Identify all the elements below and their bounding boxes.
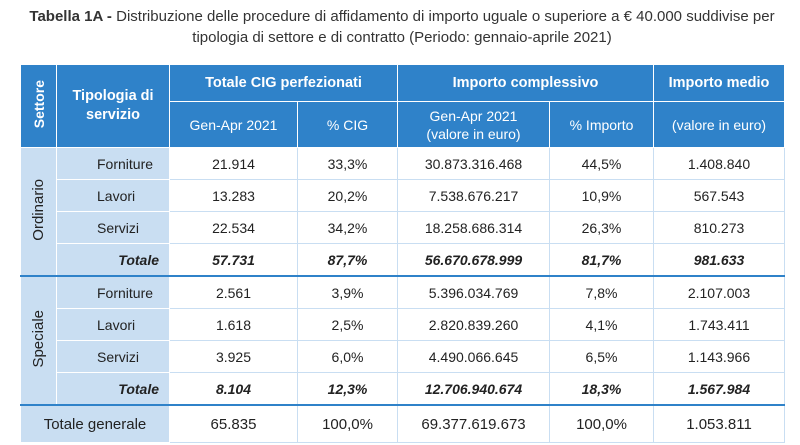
- cell-importo-pct: 7,8%: [549, 275, 654, 309]
- table-row: Lavori 1.618 2,5% 2.820.839.260 4,1% 1.7…: [21, 308, 785, 341]
- caption-label: Tabella 1A -: [29, 8, 117, 25]
- cell-medio: 2.107.003: [653, 275, 785, 309]
- cell-cig: 2.561: [169, 275, 298, 309]
- row-label: Forniture: [56, 147, 170, 180]
- caption-text: Distribuzione delle procedure di affidam…: [116, 8, 775, 46]
- row-label: Forniture: [56, 275, 170, 309]
- cell-cig-pct: 87,7%: [297, 243, 398, 277]
- cell-importo: 12.706.940.674: [397, 372, 550, 406]
- table-row: Servizi 22.534 34,2% 18.258.686.314 26,3…: [21, 211, 785, 244]
- cell-cig: 21.914: [169, 147, 298, 180]
- cell-cig-pct: 100,0%: [297, 404, 398, 443]
- table-caption: Tabella 1A - Distribuzione delle procedu…: [12, 6, 792, 48]
- group-label-ordinario: Ordinario: [20, 147, 57, 277]
- cell-medio: 1.567.984: [653, 372, 785, 406]
- table-row: Servizi 3.925 6,0% 4.490.066.645 6,5% 1.…: [21, 340, 785, 373]
- cell-medio: 567.543: [653, 179, 785, 212]
- cell-medio: 1.408.840: [653, 147, 785, 180]
- cell-cig-pct: 6,0%: [297, 340, 398, 373]
- cell-medio: 1.143.966: [653, 340, 785, 373]
- table-row: Lavori 13.283 20,2% 7.538.676.217 10,9% …: [21, 179, 785, 212]
- cell-cig: 22.534: [169, 211, 298, 244]
- row-label: Servizi: [56, 211, 170, 244]
- table-row-grand-total: Totale generale 65.835 100,0% 69.377.619…: [20, 404, 785, 443]
- cell-importo-pct: 100,0%: [549, 404, 654, 443]
- cell-importo-pct: 26,3%: [549, 211, 654, 244]
- cell-cig: 3.925: [169, 340, 298, 373]
- cell-cig-pct: 3,9%: [297, 275, 398, 309]
- header-importo-group: Importo complessivo: [397, 64, 654, 102]
- cell-cig-pct: 34,2%: [297, 211, 398, 244]
- cell-importo: 7.538.676.217: [397, 179, 550, 212]
- cell-importo: 4.490.066.645: [397, 340, 550, 373]
- header-importo-period: Gen-Apr 2021 (valore in euro): [397, 101, 550, 148]
- cell-cig: 57.731: [169, 243, 298, 277]
- cell-importo: 56.670.678.999: [397, 243, 550, 277]
- cell-cig: 13.283: [169, 179, 298, 212]
- cell-importo-pct: 44,5%: [549, 147, 654, 180]
- header-medio-unit: (valore in euro): [653, 101, 785, 148]
- header-cig-group: Totale CIG perfezionati: [169, 64, 398, 102]
- header-medio-group: Importo medio: [653, 64, 785, 102]
- cell-medio: 810.273: [653, 211, 785, 244]
- cell-cig: 65.835: [169, 404, 298, 443]
- row-label-total: Totale: [56, 372, 170, 406]
- header-cig-period: Gen-Apr 2021: [169, 101, 298, 148]
- header-tipologia: Tipologia di servizio: [56, 64, 170, 148]
- cell-importo: 5.396.034.769: [397, 275, 550, 309]
- cell-importo-pct: 10,9%: [549, 179, 654, 212]
- header-cig-pct: % CIG: [297, 101, 398, 148]
- data-table: Settore Tipologia di servizio Totale CIG…: [20, 64, 785, 443]
- cell-cig-pct: 2,5%: [297, 308, 398, 341]
- table-row: Speciale Forniture 2.561 3,9% 5.396.034.…: [20, 275, 785, 406]
- cell-medio: 981.633: [653, 243, 785, 277]
- cell-cig-pct: 12,3%: [297, 372, 398, 406]
- table-row: Ordinario Forniture 21.914 33,3% 30.873.…: [20, 147, 785, 277]
- cell-cig-pct: 20,2%: [297, 179, 398, 212]
- cell-importo: 2.820.839.260: [397, 308, 550, 341]
- row-label: Servizi: [56, 340, 170, 373]
- cell-importo-pct: 18,3%: [549, 372, 654, 406]
- cell-cig-pct: 33,3%: [297, 147, 398, 180]
- table-row-total: Totale 8.104 12,3% 12.706.940.674 18,3% …: [21, 372, 785, 406]
- header-importo-pct: % Importo: [549, 101, 654, 148]
- group-label-speciale: Speciale: [20, 275, 57, 406]
- grand-total-label: Totale generale: [20, 404, 170, 443]
- cell-importo: 69.377.619.673: [397, 404, 550, 443]
- row-label-total: Totale: [56, 243, 170, 277]
- row-label: Lavori: [56, 179, 170, 212]
- row-label: Lavori: [56, 308, 170, 341]
- cell-cig: 1.618: [169, 308, 298, 341]
- cell-medio: 1.053.811: [653, 404, 785, 443]
- cell-importo-pct: 81,7%: [549, 243, 654, 277]
- cell-medio: 1.743.411: [653, 308, 785, 341]
- table-row-total: Totale 57.731 87,7% 56.670.678.999 81,7%…: [21, 243, 785, 277]
- cell-importo-pct: 4,1%: [549, 308, 654, 341]
- header-settore: Settore: [20, 64, 57, 148]
- cell-importo-pct: 6,5%: [549, 340, 654, 373]
- cell-importo: 18.258.686.314: [397, 211, 550, 244]
- cell-importo: 30.873.316.468: [397, 147, 550, 180]
- cell-cig: 8.104: [169, 372, 298, 406]
